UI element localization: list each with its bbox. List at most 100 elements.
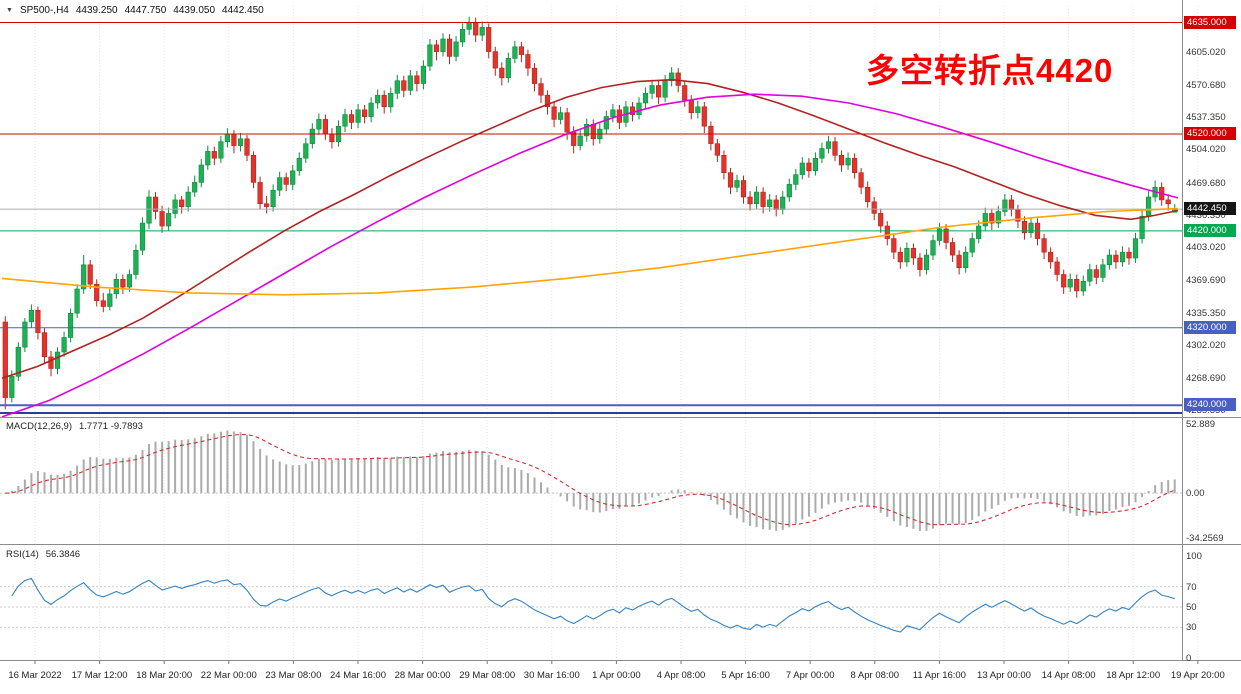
candle-down <box>1048 247 1054 269</box>
candle-down <box>1015 204 1021 228</box>
candle-up <box>649 79 655 100</box>
candle-up <box>636 97 642 120</box>
rsi-axis-label: 100 <box>1186 551 1202 562</box>
candle-up <box>812 152 818 176</box>
candle-down <box>1041 233 1047 259</box>
candle-up <box>440 33 446 57</box>
candle-up <box>669 67 675 87</box>
candle-down <box>100 292 106 313</box>
candle-down <box>551 102 557 128</box>
candle-down <box>878 208 884 233</box>
chevron-down-icon[interactable]: ▼ <box>6 7 13 14</box>
candle-up <box>1139 210 1145 244</box>
time-axis-label: 28 Mar 00:00 <box>394 670 451 681</box>
candle-up <box>767 194 773 212</box>
price-axis-label: 4537.350 <box>1186 112 1226 123</box>
candle-up <box>309 123 315 149</box>
candle-up <box>192 175 198 197</box>
candle-up <box>1028 217 1034 238</box>
candle-up <box>603 110 609 134</box>
price-axis-label: 4570.680 <box>1186 80 1226 91</box>
candle-down <box>682 80 688 107</box>
time-axis-label: 8 Apr 08:00 <box>850 670 900 681</box>
symbol-header: ▼ SP500-,H4 4439.250 4447.750 4439.050 4… <box>6 5 264 16</box>
support-price-label-4320: 4320.000 <box>1184 321 1236 334</box>
candle-up <box>296 152 302 176</box>
support-price-label-4240: 4240.000 <box>1184 398 1236 411</box>
candle-down <box>433 40 440 61</box>
time-axis-label: 14 Apr 08:00 <box>1041 670 1096 681</box>
candle-up <box>505 52 511 83</box>
rsi-axis-label: 0 <box>1186 653 1192 664</box>
candle-up <box>479 21 485 41</box>
candle-down <box>2 316 8 410</box>
candle-down <box>499 62 505 86</box>
rsi-value: 56.3846 <box>45 549 81 560</box>
candle-up <box>237 133 244 152</box>
candle-up <box>1087 263 1093 287</box>
ohlc-open: 4439.250 <box>75 5 118 16</box>
ohlc-high: 4447.750 <box>124 5 167 16</box>
ma-slow-line <box>1 93 1179 418</box>
candle-down <box>806 158 812 178</box>
resistance-price-label-4520: 4520.000 <box>1184 127 1236 140</box>
candle-up <box>388 87 394 113</box>
candle-up <box>61 331 67 357</box>
candle-down <box>348 109 355 130</box>
candle-up <box>74 284 80 319</box>
candle-up <box>923 249 930 275</box>
candle-down <box>492 46 498 76</box>
rsi-axis-label: 50 <box>1186 602 1197 613</box>
candle-down <box>361 104 368 124</box>
candle-down <box>956 250 962 275</box>
macd-name: MACD(12,26,9) <box>6 421 72 432</box>
candle-up <box>662 74 668 102</box>
candle-up <box>420 60 427 90</box>
candle-up <box>459 23 466 47</box>
candle-down <box>747 191 753 211</box>
candle-up <box>355 103 361 129</box>
candle-down <box>87 260 93 289</box>
candle-down <box>891 233 897 259</box>
candle-down <box>884 221 890 246</box>
current-price-label: 4442.450 <box>1184 202 1236 215</box>
candle-down <box>1061 269 1067 294</box>
candle-up <box>290 165 296 191</box>
candle-down <box>381 90 387 114</box>
candle-up <box>15 342 21 382</box>
candle-up <box>22 318 28 352</box>
candle-down <box>414 71 420 92</box>
candle-down <box>740 175 747 204</box>
candle-down <box>1126 247 1132 265</box>
time-axis-label: 4 Apr 08:00 <box>656 670 706 681</box>
candle-up <box>969 232 975 257</box>
candle-down <box>211 146 217 165</box>
candle-up <box>512 40 518 64</box>
candle-down <box>838 150 845 172</box>
candle-down <box>401 75 407 98</box>
ma-long-line <box>1 207 1179 296</box>
candle-up <box>753 186 760 209</box>
time-axis-label: 19 Apr 20:00 <box>1170 670 1225 681</box>
candle-up <box>695 101 701 119</box>
candle-down <box>244 134 250 162</box>
time-axis-label: 24 Mar 16:00 <box>330 670 386 681</box>
candle-down <box>714 138 720 163</box>
candle-down <box>943 224 949 250</box>
candle-down <box>655 80 662 104</box>
candle-up <box>930 234 936 260</box>
time-axis-label: 18 Apr 12:00 <box>1106 670 1161 681</box>
price-axis-label: 4469.680 <box>1186 178 1226 189</box>
candle-up <box>107 289 113 311</box>
time-axis-label: 16 Mar 2022 <box>8 670 62 681</box>
time-axis-label: 22 Mar 00:00 <box>200 670 257 681</box>
candle-down <box>41 327 48 363</box>
candle-down <box>322 114 329 140</box>
candle-up <box>1132 232 1139 263</box>
candle-down <box>473 17 479 42</box>
candle-down <box>773 195 779 217</box>
candle-up <box>793 168 799 191</box>
price-axis-label: 4403.020 <box>1186 242 1226 253</box>
